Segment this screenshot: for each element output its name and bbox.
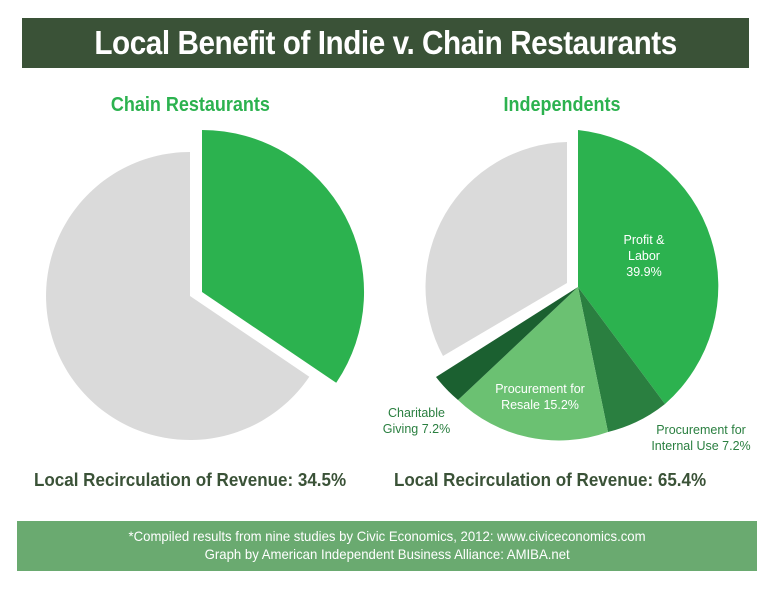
indie-slice-resale [458, 287, 608, 441]
chain-recirculation: Local Recirculation of Revenue: 34.5% [34, 469, 347, 490]
chain-slice-local [202, 130, 365, 383]
indie-slice-profit-labor [578, 130, 719, 404]
left-pie-title: Chain Restaurants [110, 94, 270, 116]
label-internal-use: Procurement for Internal Use 7.2% [651, 423, 751, 453]
chart-title-banner: Local Benefit of Indie v. Chain Restaura… [22, 18, 749, 68]
label-resale: Procurement for Resale 15.2% [495, 382, 585, 412]
label-charitable: Charitable Giving 7.2% [382, 406, 451, 436]
right-pie-title: Independents [503, 94, 621, 116]
indie-pie [425, 130, 719, 441]
chart-title: Local Benefit of Indie v. Chain Restaura… [94, 24, 677, 61]
label-profit-labor: Profit & Labor 39.9% [623, 233, 665, 279]
chain-slice-nonlocal [46, 152, 310, 440]
indie-recirculation: Local Recirculation of Revenue: 65.4% [394, 469, 707, 490]
chain-pie [46, 130, 365, 440]
indie-slice-internal-use [578, 287, 665, 432]
footer-line-1: *Compiled results from nine studies by C… [128, 528, 646, 544]
source-footer: *Compiled results from nine studies by C… [17, 521, 757, 571]
indie-slice-nonlocal [425, 142, 567, 356]
indie-slice-charitable [436, 287, 578, 400]
footer-line-2: Graph by American Independent Business A… [204, 546, 570, 562]
